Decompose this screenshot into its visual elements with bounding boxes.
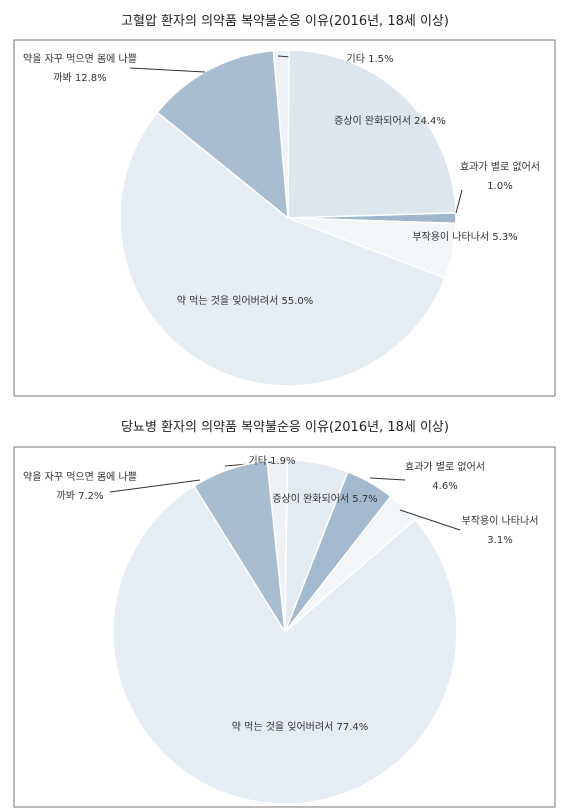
data-label: 기타 1.5% <box>330 50 410 69</box>
pie-slice <box>112 485 458 805</box>
data-label: 약 먹는 것을 잊어버려서 55.0% <box>170 292 320 311</box>
data-label: 약 먹는 것을 잊어버려서 77.4% <box>220 718 380 737</box>
data-label: 약을 자꾸 먹으면 몸에 나쁠까봐 12.8% <box>20 50 140 88</box>
data-label: 증상이 완화되어서 5.7% <box>270 490 380 509</box>
label-part: 약을 자꾸 먹으면 몸에 나쁠까봐 <box>23 472 137 502</box>
label-part: 효과가 별로 없어서 <box>460 162 540 173</box>
label-part: 약을 자꾸 먹으면 몸에 나쁠까봐 <box>23 54 137 84</box>
frame <box>13 446 556 808</box>
leader-line <box>109 479 201 493</box>
pie-slice <box>287 49 457 219</box>
label-part: 1.5% <box>368 54 394 65</box>
label-part: 24.4% <box>414 116 446 127</box>
pie-slice <box>119 111 446 387</box>
label-part: 약 먹는 것을 잊어버려서 <box>231 722 334 733</box>
data-label: 약을 자꾸 먹으면 몸에 나쁠까봐 7.2% <box>20 468 140 506</box>
chart-title: 당뇨병 환자의 의약품 복약불순응 이유(2016년, 18세 이상) <box>121 420 449 435</box>
label-part: 12.8% <box>74 73 107 84</box>
label-part: 부작용이 나타나서 <box>461 516 539 527</box>
data-label: 부작용이 나타나서 3.1% <box>450 512 550 550</box>
leader-line <box>369 477 406 481</box>
data-label: 부작용이 나타나서 5.3% <box>410 228 520 247</box>
leader-line <box>129 67 206 73</box>
data-label: 효과가 별로 없어서 1.0% <box>450 158 550 196</box>
label-part: 1.0% <box>487 181 513 192</box>
label-part: 3.1% <box>487 535 513 546</box>
label-part: 증상이 완화되어서 <box>272 494 350 505</box>
label-part: 증상이 완화되어서 <box>334 116 411 127</box>
data-label: 효과가 별로 없어서 4.6% <box>400 458 490 496</box>
label-part: 77.4% <box>336 722 369 733</box>
label-part: 55.0% <box>281 296 314 307</box>
label-part: 부작용이 나타나서 <box>412 232 490 243</box>
leader-line <box>455 189 463 214</box>
pie-slice <box>156 49 289 220</box>
label-part: 7.2% <box>78 491 104 502</box>
label-part: 5.7% <box>352 494 378 505</box>
label-part: 효과가 별로 없어서 <box>405 462 485 473</box>
label-part: 5.3% <box>492 232 518 243</box>
leader-line <box>399 509 461 531</box>
chart-title: 고혈압 환자의 의약품 복약불순응 이유(2016년, 18세 이상) <box>121 14 449 29</box>
label-part: 1.9% <box>270 456 296 467</box>
data-label: 증상이 완화되어서 24.4% <box>330 112 450 131</box>
label-part: 약 먹는 것을 잊어버려서 <box>176 296 279 307</box>
label-part: 4.6% <box>432 481 458 492</box>
label-part: 기타 <box>346 54 365 65</box>
frame <box>13 39 556 397</box>
data-label: 기타 1.9% <box>232 452 312 471</box>
pie-slice <box>192 460 286 633</box>
label-part: 기타 <box>248 456 267 467</box>
